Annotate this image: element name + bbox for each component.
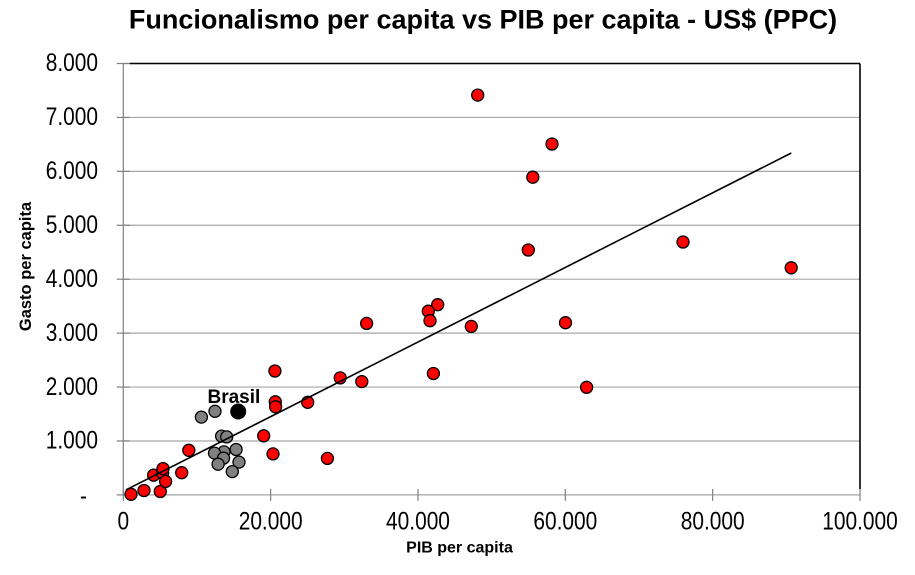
svg-text:PIB per capita: PIB per capita xyxy=(406,540,513,557)
svg-text:Gasto per capita: Gasto per capita xyxy=(17,201,35,331)
svg-text:8.000: 8.000 xyxy=(46,48,98,76)
svg-text:1.000: 1.000 xyxy=(46,426,98,454)
svg-text:7.000: 7.000 xyxy=(46,102,98,130)
svg-text:3.000: 3.000 xyxy=(46,318,98,346)
svg-text:Brasil: Brasil xyxy=(208,387,261,408)
svg-text:5.000: 5.000 xyxy=(46,210,98,238)
svg-text:Funcionalismo per capita vs PI: Funcionalismo per capita vs PIB per capi… xyxy=(129,5,837,35)
svg-text:2.000: 2.000 xyxy=(46,372,98,400)
svg-text:80.000: 80.000 xyxy=(681,507,745,535)
svg-text:-: - xyxy=(80,481,87,509)
svg-text:60.000: 60.000 xyxy=(533,507,597,535)
svg-text:40.000: 40.000 xyxy=(386,507,450,535)
svg-text:100.000: 100.000 xyxy=(822,507,898,535)
svg-text:0: 0 xyxy=(117,507,129,535)
svg-text:4.000: 4.000 xyxy=(46,264,98,292)
svg-text:6.000: 6.000 xyxy=(46,156,98,184)
svg-text:20.000: 20.000 xyxy=(239,507,303,535)
